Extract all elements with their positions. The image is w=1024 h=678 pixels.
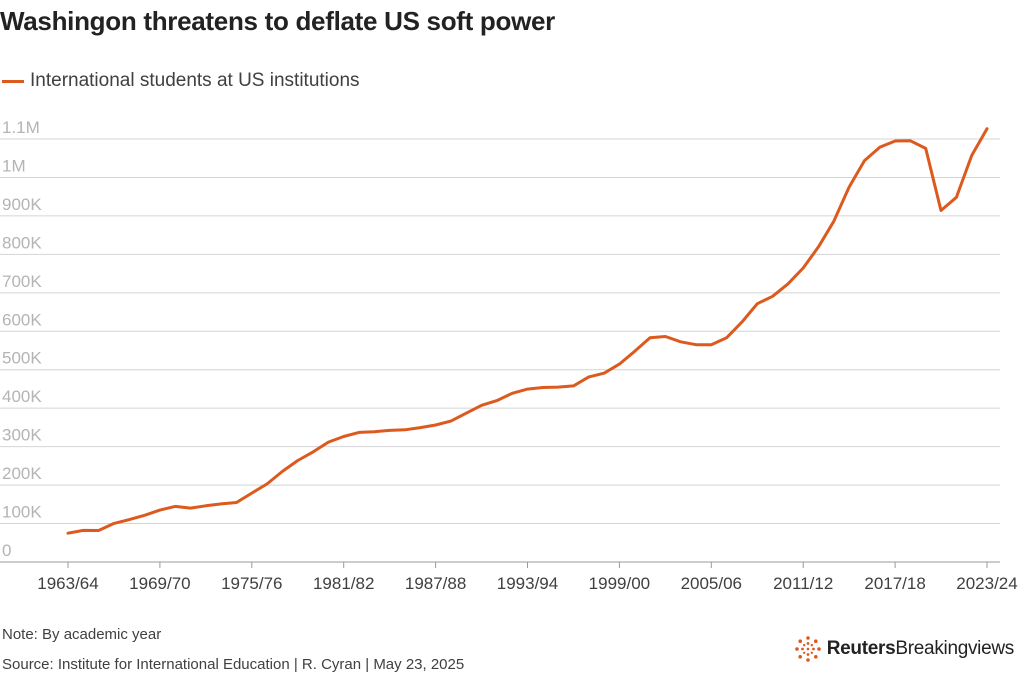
x-tick-label: 1987/88 [405,574,466,593]
legend: International students at US institution… [2,70,360,92]
reuters-dots-icon [794,636,821,662]
x-tick-label: 1999/00 [589,574,650,593]
line-chart: 0 100K 200K 300K 400K 500K 600K 700K 800K 900K 1M 1… [0,118,1018,593]
x-tick-label: 1963/64 [37,574,98,593]
chart-title: Washingon threatens to deflate US soft p… [0,6,555,36]
y-tick-label: 100K [2,503,42,522]
legend-label: International students at US institution… [30,70,360,91]
grid-lines [0,138,1000,563]
x-tick-label: 2023/24 [956,574,1017,593]
y-tick-label: 500K [2,349,42,368]
x-tick-label: 1981/82 [313,574,374,593]
y-tick-label: 800K [2,233,42,252]
x-tick-label: 1975/76 [221,574,282,593]
x-tick-label: 2017/18 [864,574,925,593]
y-tick-label: 200K [2,464,42,483]
brand-name-strong: Reuters [826,638,896,659]
y-tick-label: 400K [2,387,42,406]
brand-logo: Reuters Breakingviews [794,636,1014,662]
x-axis-ticks: 1963/64 1969/70 1975/76 1981/82 1987/88 1993/… [37,562,1018,593]
y-tick-label: 1M [2,156,26,175]
y-tick-label: 300K [2,426,42,445]
y-tick-label: 1.1M [2,118,40,137]
y-tick-label: 700K [2,272,42,291]
brand-name-light: Breakingviews [895,638,1014,659]
y-axis-ticks: 0 100K 200K 300K 400K 500K 600K 700K 800K 900K 1M 1… [2,118,42,560]
chart-note: Note: By academic year [2,626,162,643]
x-tick-label: 1969/70 [129,574,190,593]
y-tick-label: 600K [2,310,42,329]
x-tick-label: 1993/94 [497,574,558,593]
series-layer [66,127,989,535]
x-tick-label: 2005/06 [681,574,742,593]
x-tick-label: 2011/12 [773,574,833,593]
legend-swatch [2,79,24,83]
y-tick-label: 900K [2,195,42,214]
chart-source: Source: Institute for International Educ… [2,656,465,673]
y-tick-label: 0 [2,541,11,560]
